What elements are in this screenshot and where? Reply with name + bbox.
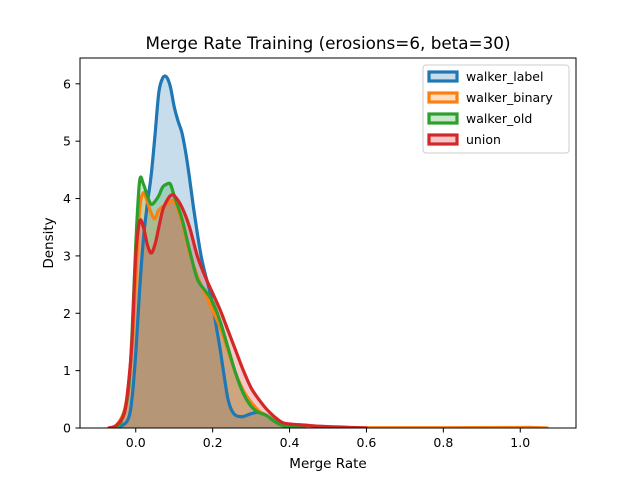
- legend-label: union: [466, 132, 501, 147]
- legend-label: walker_binary: [466, 90, 553, 105]
- legend-label: walker_label: [466, 69, 543, 84]
- line-walker-label: [111, 74, 307, 428]
- y-tick-label: 4: [63, 191, 71, 206]
- legend-item-walker-binary: walker_binary: [427, 90, 553, 105]
- legend-item-walker-label: walker_label: [427, 69, 543, 84]
- legend-swatch: [427, 91, 459, 104]
- y-axis-label: Density: [41, 217, 57, 268]
- x-tick-label: 1.0: [510, 435, 530, 450]
- area-union: [108, 194, 367, 428]
- legend-item-union: union: [427, 132, 501, 147]
- chart-title: Merge Rate Training (erosions=6, beta=30…: [145, 33, 510, 53]
- x-axis: 0.0 0.2 0.4 0.6 0.8 1.0: [126, 428, 530, 450]
- y-tick-label: 0: [63, 421, 71, 436]
- x-axis-label: Merge Rate: [289, 456, 366, 472]
- x-tick-label: 0.0: [126, 435, 146, 450]
- area-walker-label: [112, 75, 305, 428]
- line-union: [107, 192, 369, 428]
- y-tick-label: 5: [63, 134, 71, 149]
- y-axis: 0 1 2 3 4 5 6: [63, 76, 80, 436]
- area-walker-binary: [108, 192, 548, 428]
- x-tick-label: 0.4: [280, 435, 300, 450]
- y-tick-label: 6: [63, 76, 71, 91]
- legend-label: walker_old: [466, 111, 532, 126]
- line-walker-old: [111, 175, 307, 428]
- x-tick-label: 0.6: [357, 435, 377, 450]
- y-tick-label: 2: [63, 306, 71, 321]
- x-tick-label: 0.2: [203, 435, 223, 450]
- y-tick-label: 1: [63, 363, 71, 378]
- density-lines: [107, 74, 549, 428]
- plot-frame: [79, 57, 577, 429]
- x-tick-label: 0.8: [433, 435, 453, 450]
- legend-box: [422, 64, 570, 154]
- legend-swatch: [427, 70, 459, 83]
- y-tick-label: 3: [63, 248, 71, 263]
- legend-swatch: [427, 133, 459, 146]
- legend-item-walker-old: walker_old: [427, 111, 532, 126]
- legend-swatch: [427, 112, 459, 125]
